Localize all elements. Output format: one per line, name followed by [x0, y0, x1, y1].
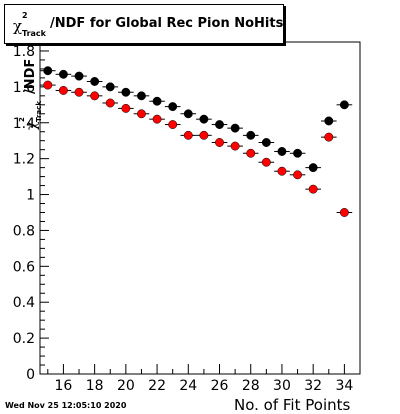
data-point [324, 116, 334, 126]
data-point [43, 80, 53, 90]
data-point [105, 98, 115, 108]
data-point [105, 82, 115, 92]
x-tick-label: 16 [55, 378, 73, 394]
data-point [168, 120, 178, 130]
data-point [199, 114, 209, 124]
title-text: /NDF for Global Rec Pion NoHits [50, 16, 284, 31]
data-point [152, 114, 162, 124]
title-chi-symbol: χ [13, 17, 23, 35]
data-point [74, 87, 84, 97]
data-point [183, 109, 193, 119]
data-point [58, 69, 68, 79]
data-point [246, 130, 256, 140]
x-tick-label: 20 [117, 378, 135, 394]
data-point [339, 100, 349, 110]
data-point [277, 166, 287, 176]
x-tick-label: 32 [304, 378, 322, 394]
ylabel-chi-symbol: χ [24, 121, 40, 130]
data-point [230, 141, 240, 151]
ylabel-superscript: 2 [18, 117, 26, 122]
data-point [90, 77, 100, 86]
data-point [90, 91, 100, 101]
data-point [246, 148, 256, 158]
data-point [324, 132, 334, 142]
y-tick-label: 1.4 [13, 116, 35, 132]
y-tick-label: 1 [26, 188, 35, 204]
data-point [43, 66, 53, 76]
data-point [121, 103, 131, 113]
data-series [40, 66, 353, 217]
plot-frame [39, 41, 361, 375]
x-axis-label: No. of Fit Points [234, 396, 351, 414]
y-tick-label: 0 [26, 367, 35, 383]
data-point [215, 120, 224, 130]
data-point [261, 157, 271, 167]
x-tick-label: 34 [335, 378, 353, 394]
data-point [183, 130, 193, 140]
series-0 [40, 66, 353, 173]
data-point [74, 71, 84, 81]
data-point [137, 109, 146, 119]
chart-title: χ 2 Track /NDF for Global Rec Pion NoHit… [4, 4, 284, 44]
x-axis: 16 18 20 22 24 26 28 30 32 34 [47, 364, 353, 394]
data-point [137, 91, 146, 101]
data-point [215, 138, 224, 147]
x-tick-label: 18 [86, 378, 104, 394]
y-tick-label: 1.2 [13, 152, 35, 168]
y-tick-label: 1.6 [13, 80, 35, 96]
y-tick-label: 0.8 [13, 223, 35, 239]
data-point [121, 87, 131, 97]
y-tick-label: 0.2 [13, 331, 35, 347]
y-tick-label: 0.6 [13, 259, 35, 275]
data-point [230, 123, 240, 133]
title-subscript: Track [22, 29, 46, 38]
x-tick-label: 26 [211, 378, 229, 394]
x-tick-label: 22 [148, 378, 166, 394]
data-point [293, 170, 303, 180]
data-point [152, 96, 162, 106]
data-point [261, 138, 271, 147]
timestamp-footer: Wed Nov 25 12:05:10 2020 [5, 401, 127, 410]
y-axis: 0 0.2 0.4 0.6 0.8 1 1.2 1.4 1.6 1.8 [13, 41, 49, 383]
data-point [308, 163, 318, 173]
y-tick-label: 0.4 [13, 295, 35, 311]
data-point [199, 130, 209, 140]
data-point [339, 208, 349, 217]
ylabel-subscript: Track [35, 101, 43, 122]
x-tick-label: 30 [273, 378, 291, 394]
title-superscript: 2 [22, 11, 28, 20]
data-point [277, 147, 287, 156]
x-tick-label: 24 [179, 378, 197, 394]
y-axis-label: χ 2 Track /NDF [16, 59, 44, 132]
series-1 [40, 80, 353, 217]
data-point [168, 102, 178, 112]
data-point [293, 148, 303, 158]
x-tick-label: 28 [242, 378, 260, 394]
y-tick-label: 1.8 [13, 44, 35, 60]
ylabel-text: /NDF [23, 58, 38, 94]
data-point [308, 184, 318, 194]
data-point [58, 86, 68, 95]
